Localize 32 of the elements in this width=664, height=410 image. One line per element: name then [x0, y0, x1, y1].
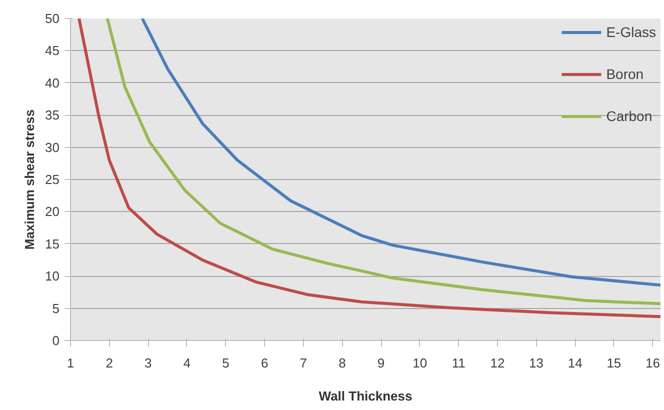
legend-label: Boron	[606, 66, 644, 82]
x-tick-label: 10	[412, 356, 428, 370]
y-tick-label: 35	[45, 108, 60, 123]
x-tick-label: 15	[606, 356, 622, 370]
x-tick-label: 14	[568, 356, 582, 370]
x-axis-title: Wall Thickness	[318, 388, 412, 404]
x-tick-label: 12	[490, 356, 505, 370]
y-tick-label: 20	[45, 204, 60, 220]
x-tick-label: 3	[144, 356, 152, 370]
y-tick-label: 0	[52, 333, 60, 348]
x-tick-label: 1	[66, 356, 74, 370]
y-tick-label: 10	[45, 268, 60, 284]
x-tick-label: 16	[646, 356, 660, 370]
x-tick-label: 6	[260, 356, 268, 370]
x-tick-label: 5	[222, 356, 230, 370]
x-tick-label: 9	[377, 356, 385, 370]
legend-label: Carbon	[606, 108, 652, 124]
y-tick-label: 15	[45, 236, 60, 252]
y-tick-label: 40	[45, 75, 60, 90]
y-tick-label: 5	[52, 300, 60, 316]
legend-label: E-Glass	[606, 24, 656, 40]
y-tick-label: 45	[45, 43, 60, 58]
x-tick-label: 8	[338, 356, 346, 370]
x-tick-label: 11	[452, 356, 466, 370]
x-tick-label: 4	[183, 356, 191, 370]
y-tick-label: 50	[45, 11, 60, 26]
x-tick-label: 13	[529, 356, 544, 370]
y-axis-title: Maximum shear stress	[22, 109, 38, 250]
x-tick-label: 2	[106, 356, 113, 370]
y-tick-label: 25	[45, 172, 60, 187]
x-tick-label: 7	[300, 356, 308, 370]
y-tick-label: 30	[45, 140, 60, 155]
